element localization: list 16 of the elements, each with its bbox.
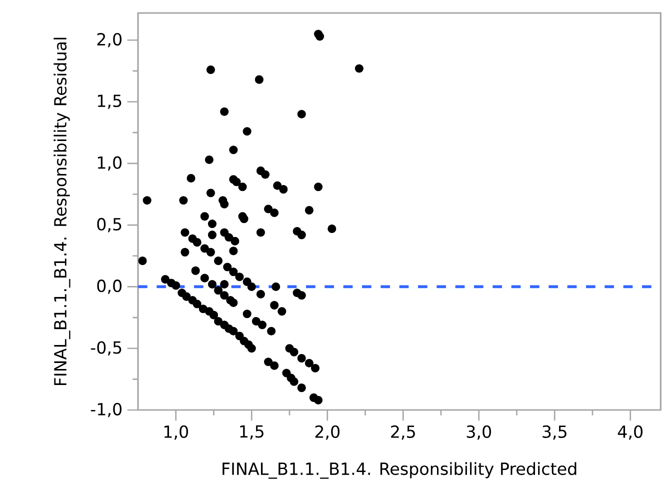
x-tick-label: 2,5 <box>391 425 415 440</box>
y-tick-label: -0,5 <box>90 341 122 356</box>
x-tick-label: 1,5 <box>240 425 264 440</box>
x-tick-label: 4,0 <box>618 425 643 440</box>
y-axis-title: FINAL_B1.1._B1.4. Responsibility Residual <box>54 38 70 386</box>
y-tick-label: 2,0 <box>97 32 122 48</box>
x-axis-title: FINAL_B1.1._B1.4. Responsibility Predicted <box>222 462 576 479</box>
y-tick-label: 1,0 <box>98 156 122 171</box>
y-tick-label: 0,5 <box>97 218 122 232</box>
x-tick-label: 3,0 <box>466 425 492 440</box>
y-tick-label: 1,5 <box>98 94 122 109</box>
x-tick-label: 1,0 <box>164 425 188 440</box>
y-tick-label: 0,0 <box>97 280 122 294</box>
y-tick-label: -1,0 <box>90 402 122 418</box>
x-tick-label: 3,5 <box>542 425 566 440</box>
x-tick-label: 2,0 <box>315 425 340 440</box>
